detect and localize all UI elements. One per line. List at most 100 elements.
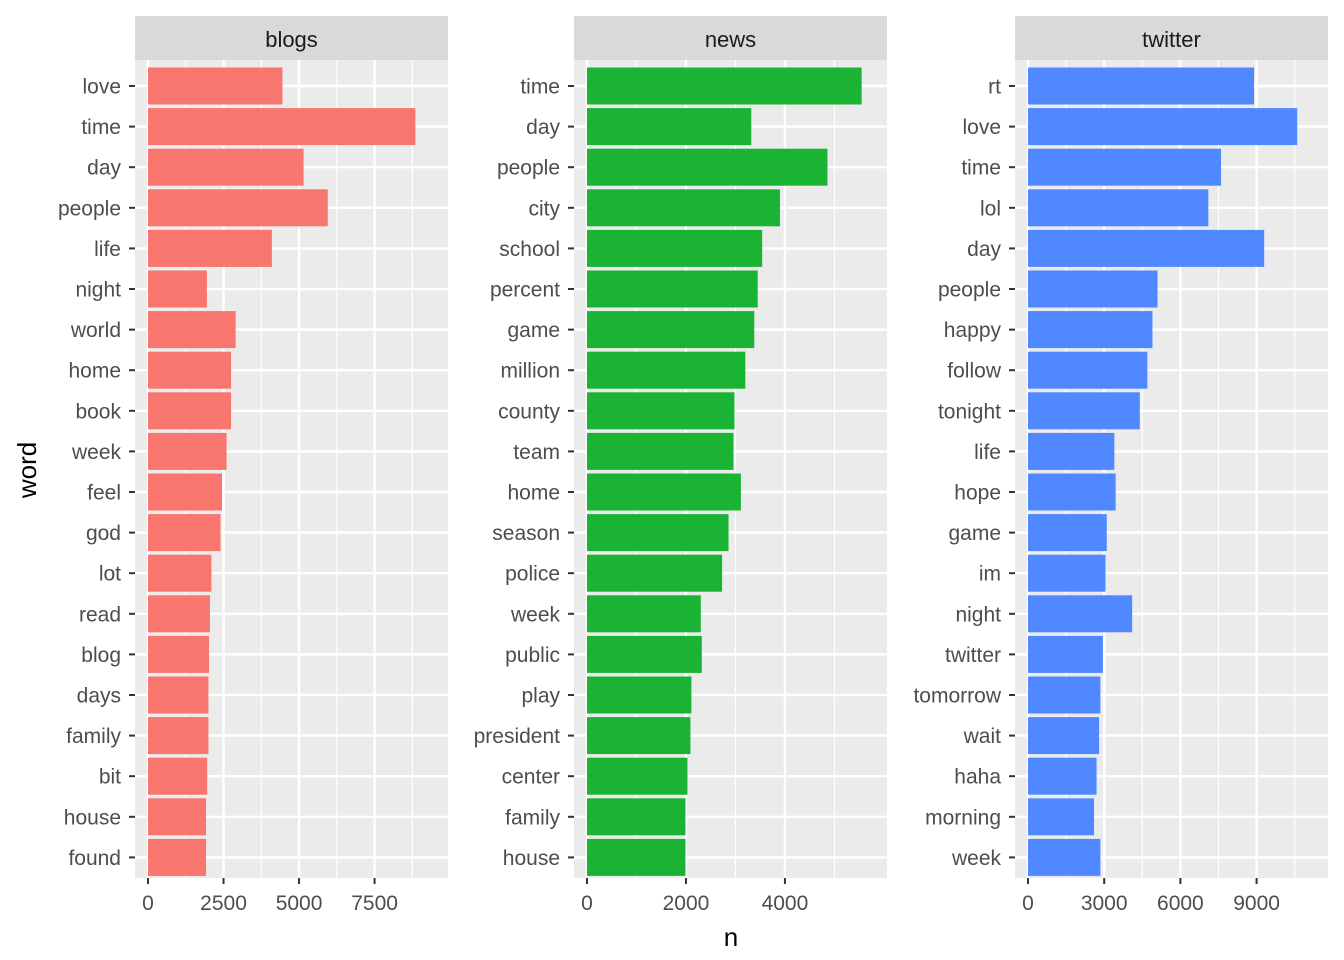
y-tick-label: blog: [81, 644, 121, 667]
bar-president: [587, 717, 691, 755]
y-tick-label: night: [955, 603, 1001, 626]
y-tick-label: feel: [87, 482, 121, 505]
y-tick-label: time: [81, 116, 121, 139]
bar-people: [587, 148, 828, 186]
y-tick-label: season: [492, 522, 560, 545]
bar-home: [587, 473, 741, 511]
strip-label: blogs: [265, 27, 318, 52]
y-tick-label: wait: [963, 725, 1002, 748]
bar-tomorrow: [1028, 676, 1101, 714]
panels: blogs love time day people life night world home…: [58, 16, 1328, 915]
bar-percent: [587, 270, 758, 308]
y-tick-label: public: [505, 644, 560, 667]
bar-week: [148, 432, 227, 470]
strip-background: [1015, 16, 1328, 60]
bar-world: [148, 311, 236, 349]
y-tick-label: police: [505, 563, 560, 586]
bar-im: [1028, 554, 1106, 592]
bar-rt: [1028, 67, 1255, 105]
y-tick-label: week: [510, 603, 561, 626]
y-tick-label: house: [64, 806, 121, 829]
y-tick-label: family: [505, 806, 560, 829]
bar-week: [1028, 838, 1101, 876]
y-tick-label: night: [75, 279, 121, 302]
bar-book: [148, 392, 232, 430]
bar-found: [148, 838, 207, 876]
y-tick-label: president: [474, 725, 561, 748]
y-tick-label: im: [979, 563, 1001, 586]
bar-bit: [148, 757, 208, 795]
bar-game: [587, 311, 755, 349]
bar-day: [1028, 229, 1265, 267]
y-tick-label: city: [529, 197, 561, 220]
x-axis-title: n: [724, 922, 738, 952]
bar-center: [587, 757, 688, 795]
y-tick-label: rt: [988, 76, 1001, 99]
y-tick-label: world: [70, 319, 121, 342]
bar-days: [148, 676, 209, 714]
bar-night: [1028, 595, 1133, 633]
y-tick-label: week: [71, 441, 122, 464]
bar-million: [587, 351, 746, 389]
panel-twitter: twitter rt love time lol day people happy follow…: [913, 16, 1328, 915]
strip-label: twitter: [1142, 27, 1201, 52]
y-tick-label: million: [500, 360, 560, 383]
bar-county: [587, 392, 735, 430]
x-tick-label: 9000: [1233, 892, 1280, 915]
y-tick-label: haha: [954, 766, 1001, 789]
bar-people: [1028, 270, 1158, 308]
y-tick-label: god: [86, 522, 121, 545]
y-tick-label: time: [520, 76, 560, 99]
bar-time: [1028, 148, 1222, 186]
bar-family: [148, 717, 209, 755]
x-tick-label: 5000: [276, 892, 323, 915]
y-tick-label: found: [68, 847, 121, 870]
y-tick-label: life: [974, 441, 1001, 464]
y-tick-label: bit: [99, 766, 121, 789]
y-tick-label: day: [87, 157, 121, 180]
bar-school: [587, 229, 763, 267]
x-tick-label: 4000: [762, 892, 809, 915]
strip-background: [135, 16, 448, 60]
bar-tonight: [1028, 392, 1140, 430]
x-tick-label: 0: [581, 892, 593, 915]
bar-house: [587, 838, 686, 876]
y-tick-label: play: [521, 685, 560, 708]
y-tick-label: school: [499, 238, 560, 261]
y-tick-label: time: [961, 157, 1001, 180]
bar-haha: [1028, 757, 1097, 795]
bar-wait: [1028, 717, 1100, 755]
x-tick-label: 7500: [351, 892, 398, 915]
y-tick-label: game: [948, 522, 1001, 545]
bar-team: [587, 432, 734, 470]
bar-time: [148, 108, 416, 146]
panel-news: news time day people city school percent game mi…: [474, 16, 887, 915]
bar-follow: [1028, 351, 1148, 389]
bar-week: [587, 595, 701, 633]
y-tick-label: twitter: [945, 644, 1001, 667]
bar-feel: [148, 473, 223, 511]
bar-game: [1028, 514, 1107, 552]
strip-background: [574, 16, 887, 60]
x-tick-label: 2000: [663, 892, 710, 915]
y-tick-label: game: [507, 319, 560, 342]
bar-season: [587, 514, 729, 552]
bar-read: [148, 595, 210, 633]
y-tick-label: morning: [925, 806, 1001, 829]
bar-day: [148, 148, 304, 186]
y-tick-label: lot: [99, 563, 121, 586]
y-tick-label: family: [66, 725, 121, 748]
bar-public: [587, 635, 702, 673]
strip-label: news: [705, 27, 756, 52]
y-tick-label: day: [526, 116, 560, 139]
y-tick-label: people: [58, 197, 121, 220]
y-tick-label: book: [75, 400, 121, 423]
y-tick-label: tonight: [938, 400, 1001, 423]
y-tick-label: center: [502, 766, 560, 789]
x-tick-label: 2500: [200, 892, 247, 915]
y-tick-label: read: [79, 603, 121, 626]
y-axis-title: word: [12, 442, 42, 499]
bar-blog: [148, 635, 210, 673]
x-tick-label: 3000: [1081, 892, 1128, 915]
